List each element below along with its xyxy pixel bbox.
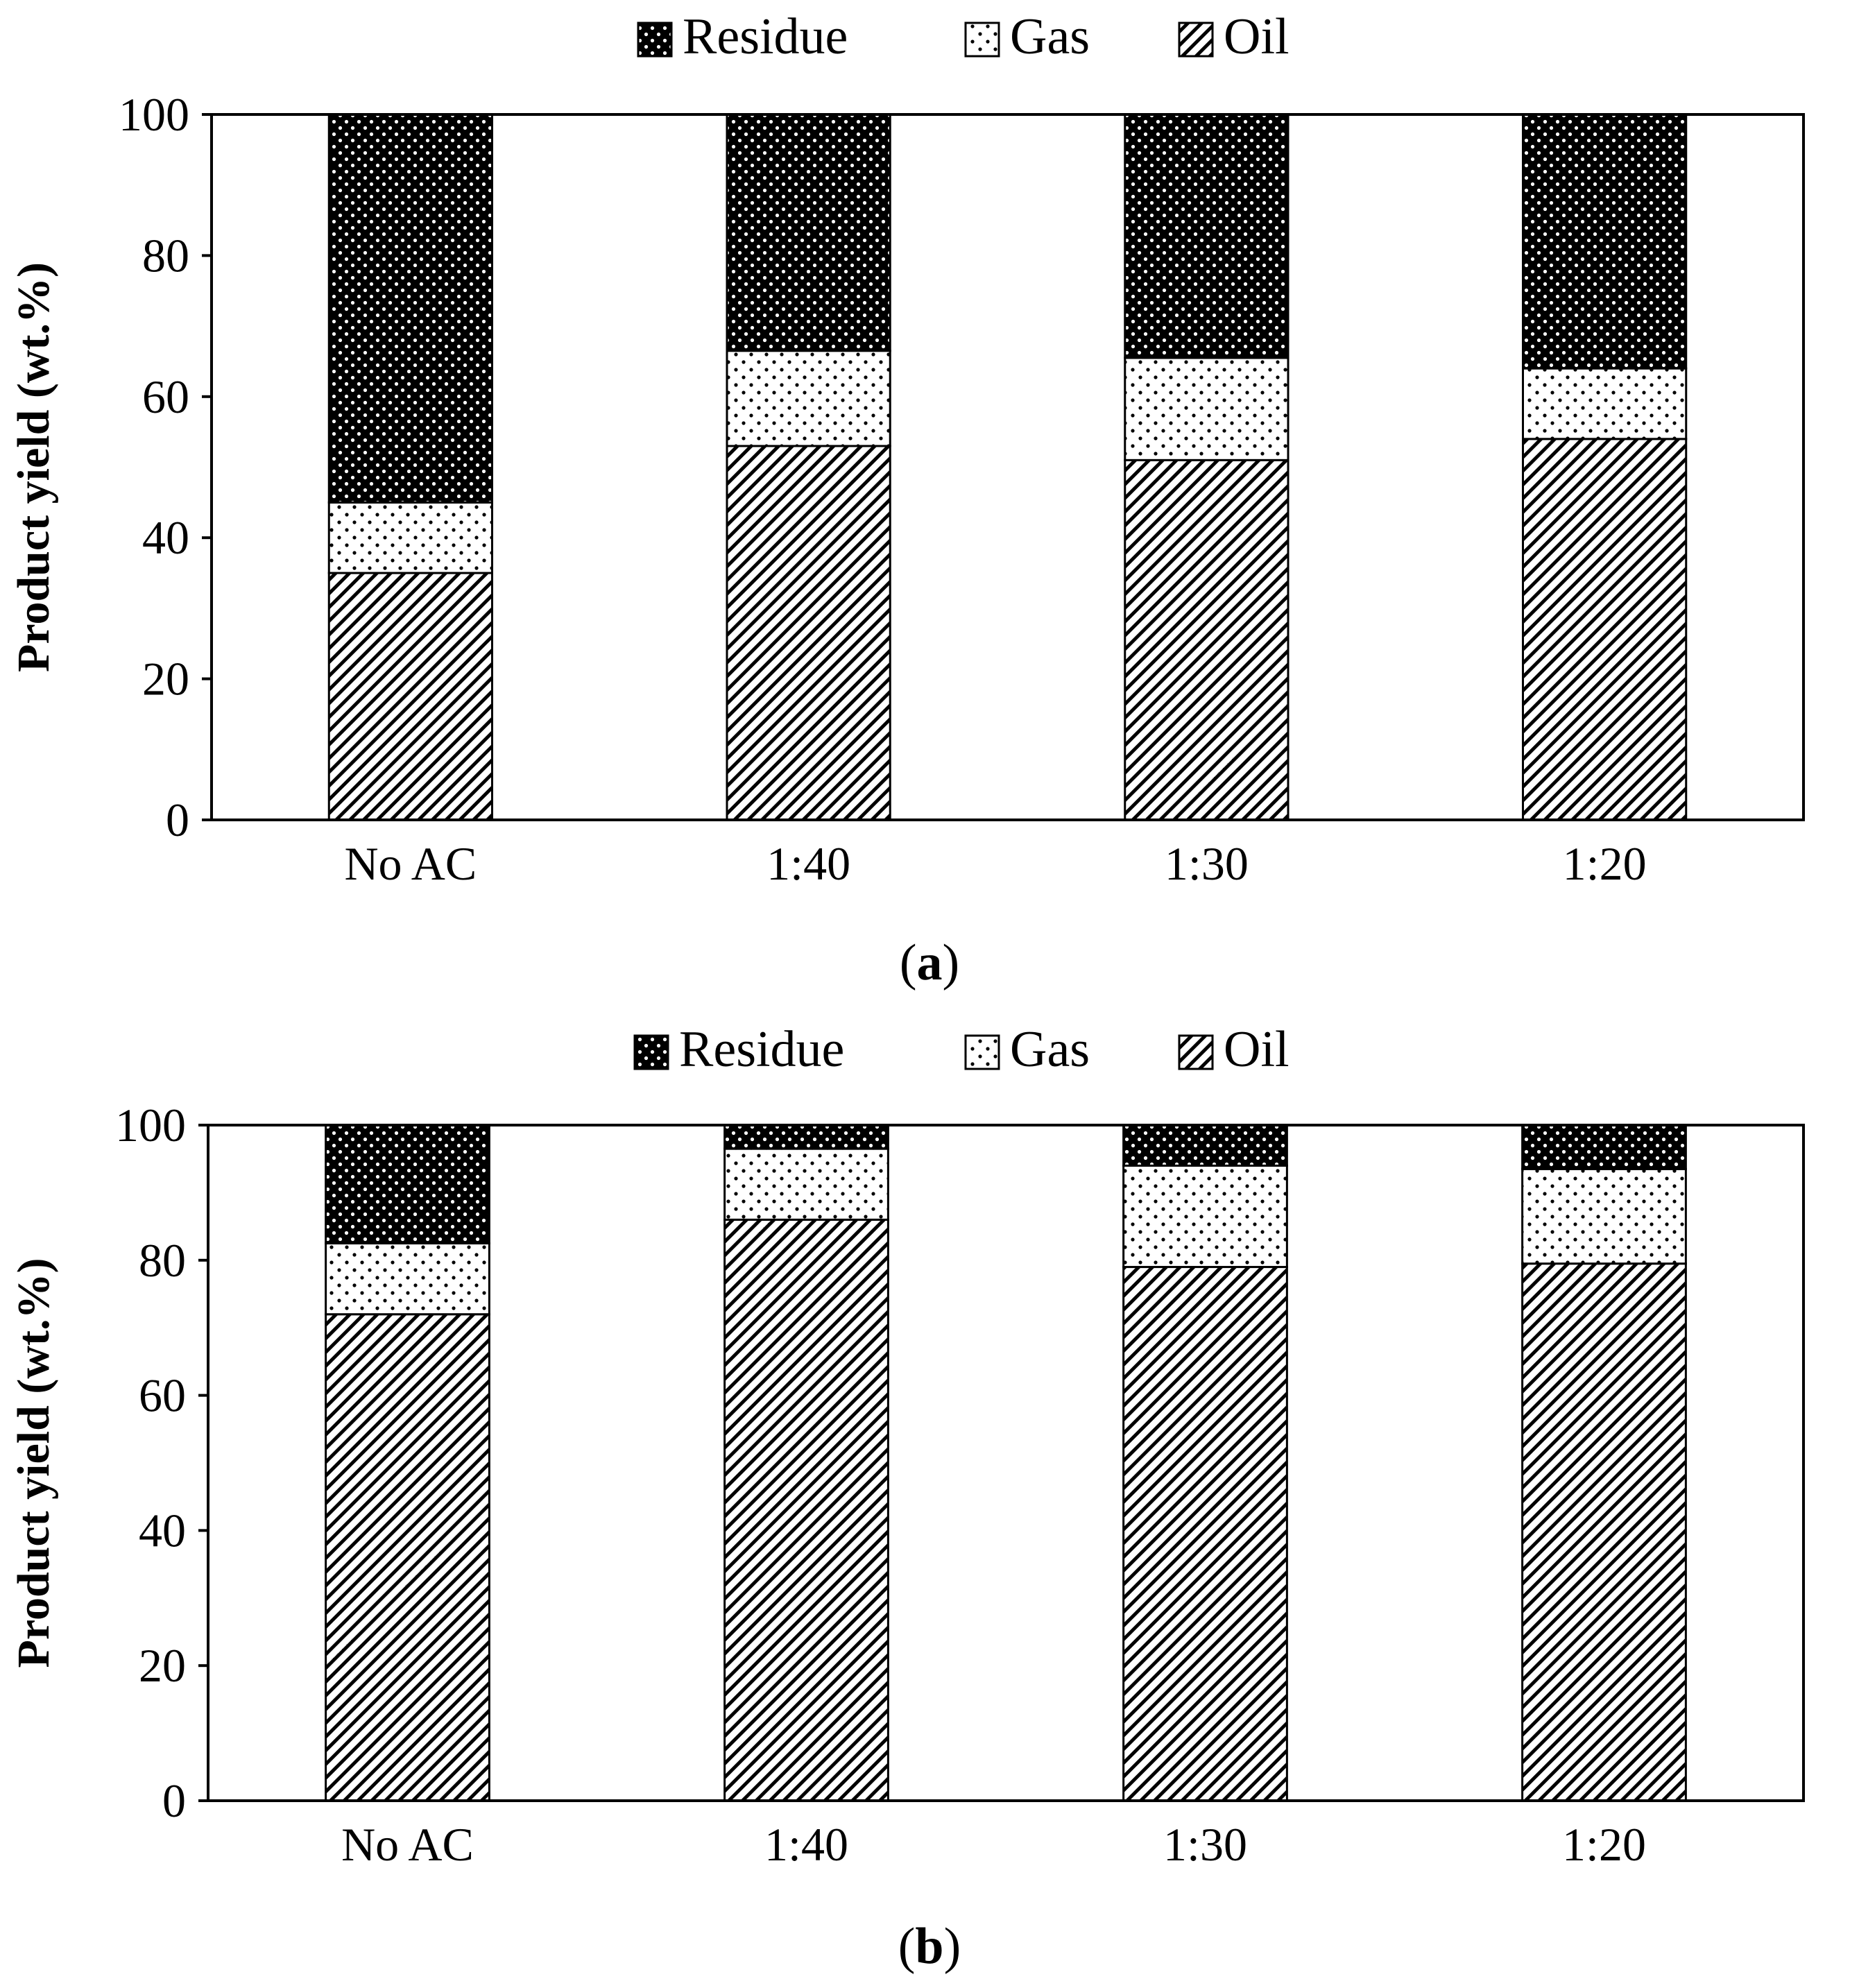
bar-oil-3 xyxy=(1522,438,1688,821)
y-tick-label: 0 xyxy=(166,794,189,846)
bar-residue-1 xyxy=(723,1124,889,1150)
x-tick-label: 1:30 xyxy=(1163,1818,1247,1871)
bar-residue-1 xyxy=(726,113,891,352)
x-tick-label: 1:40 xyxy=(764,1818,848,1871)
chart-panel-b: Residue Gas Oil No AC 1:40 1:30 1:20 0 20 40 60 80 1… xyxy=(8,1021,1805,1871)
caption-close: ) xyxy=(944,1918,961,1975)
legend-label-oil: Oil xyxy=(1224,1021,1290,1078)
chart-panel-a: Residue Gas Oil No AC 1:40 1:30 1:20 0 20 40 60 80 1… xyxy=(8,8,1805,890)
x-tick-label: No AC xyxy=(341,1818,474,1871)
bar-residue-3 xyxy=(1522,113,1688,370)
bar-oil-0 xyxy=(325,1313,490,1802)
caption-open: ( xyxy=(898,1918,916,1975)
legend-swatch-residue xyxy=(633,1034,669,1070)
y-tick-label: 0 xyxy=(162,1774,186,1827)
panel-b-caption: (b) xyxy=(898,1918,961,1975)
legend-label-gas: Gas xyxy=(1010,8,1090,65)
caption-letter: b xyxy=(915,1918,943,1975)
bar-residue-3 xyxy=(1521,1124,1687,1170)
panel-a-caption: (a) xyxy=(900,934,959,991)
y-tick-label: 20 xyxy=(142,653,189,705)
y-tick-label: 40 xyxy=(139,1504,186,1557)
x-tick-label: 1:20 xyxy=(1562,1818,1646,1871)
plot-frame xyxy=(207,1124,1805,1802)
bar-gas-1 xyxy=(723,1147,889,1221)
bar-residue-0 xyxy=(325,1124,490,1244)
bar-residue-2 xyxy=(1122,1124,1288,1167)
legend-swatch-oil xyxy=(1178,1034,1214,1070)
bar-oil-1 xyxy=(726,445,891,821)
bar-oil-0 xyxy=(327,572,493,821)
y-tick-label: 80 xyxy=(142,229,189,282)
legend-swatch-residue xyxy=(637,22,673,58)
x-tick-label: 1:30 xyxy=(1165,837,1249,890)
bar-oil-2 xyxy=(1122,1266,1288,1802)
caption-close: ) xyxy=(943,934,960,991)
bar-gas-3 xyxy=(1522,367,1688,440)
x-tick-label: 1:20 xyxy=(1563,837,1647,890)
bar-gas-0 xyxy=(325,1242,490,1316)
legend-label-residue: Residue xyxy=(683,8,848,65)
bar-oil-2 xyxy=(1124,459,1290,821)
bar-residue-2 xyxy=(1124,113,1290,359)
y-tick-label: 100 xyxy=(115,1099,186,1151)
y-tick-label: 40 xyxy=(142,511,189,564)
y-axis-title: Product yield (wt.%) xyxy=(8,1258,59,1668)
legend-swatch-oil xyxy=(1178,22,1214,58)
legend-label-oil: Oil xyxy=(1224,8,1290,65)
bar-gas-0 xyxy=(327,501,493,574)
legend-label-gas: Gas xyxy=(1010,1021,1090,1078)
bar-gas-1 xyxy=(726,350,891,447)
caption-letter: a xyxy=(917,934,943,991)
y-tick-label: 100 xyxy=(119,88,189,141)
legend-label-residue: Residue xyxy=(679,1021,844,1078)
caption-open: ( xyxy=(900,934,917,991)
bar-oil-1 xyxy=(723,1218,889,1802)
bar-oil-3 xyxy=(1521,1262,1687,1802)
y-tick-label: 60 xyxy=(139,1369,186,1422)
y-tick-label: 80 xyxy=(139,1234,186,1287)
bar-gas-2 xyxy=(1124,357,1290,461)
plot-frame xyxy=(210,113,1805,821)
bar-gas-2 xyxy=(1122,1164,1288,1269)
y-axis-title: Product yield (wt.%) xyxy=(8,262,59,672)
y-tick-label: 60 xyxy=(142,370,189,423)
bar-residue-0 xyxy=(327,113,493,504)
legend-swatch-gas xyxy=(964,22,1000,58)
bar-gas-3 xyxy=(1521,1167,1687,1265)
x-tick-label: 1:40 xyxy=(766,837,850,890)
legend-swatch-gas xyxy=(964,1034,1000,1070)
y-tick-label: 20 xyxy=(139,1639,186,1692)
x-tick-label: No AC xyxy=(344,837,477,890)
